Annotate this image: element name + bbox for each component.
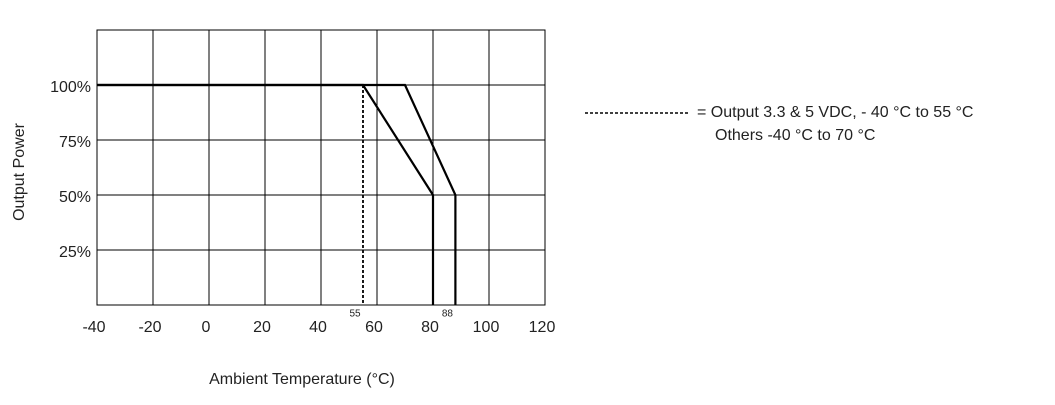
y-tick-label: 100% xyxy=(50,79,91,96)
annotation: 88 xyxy=(442,309,454,320)
x-tick-label: 60 xyxy=(365,319,383,336)
y-tick-label: 50% xyxy=(59,189,91,206)
x-tick-label: -20 xyxy=(138,319,161,336)
y-tick-label: 75% xyxy=(59,134,91,151)
legend-text: = Output 3.3 & 5 VDC, - 40 °C to 55 °C xyxy=(697,104,973,121)
x-tick-label: 40 xyxy=(309,319,327,336)
legend-text: Others -40 °C to 70 °C xyxy=(715,127,875,144)
y-axis-label: Output Power xyxy=(11,122,28,221)
series-line xyxy=(97,83,435,305)
x-tick-label: -40 xyxy=(82,319,105,336)
annotation: 55 xyxy=(349,309,361,320)
x-tick-label: 120 xyxy=(529,319,556,336)
y-tick-label: 25% xyxy=(59,244,91,261)
x-tick-label: 20 xyxy=(253,319,271,336)
x-tick-label: 100 xyxy=(473,319,500,336)
x-axis-label: Ambient Temperature (°C) xyxy=(209,371,395,388)
x-tick-label: 80 xyxy=(421,319,439,336)
x-tick-label: 0 xyxy=(202,319,211,336)
